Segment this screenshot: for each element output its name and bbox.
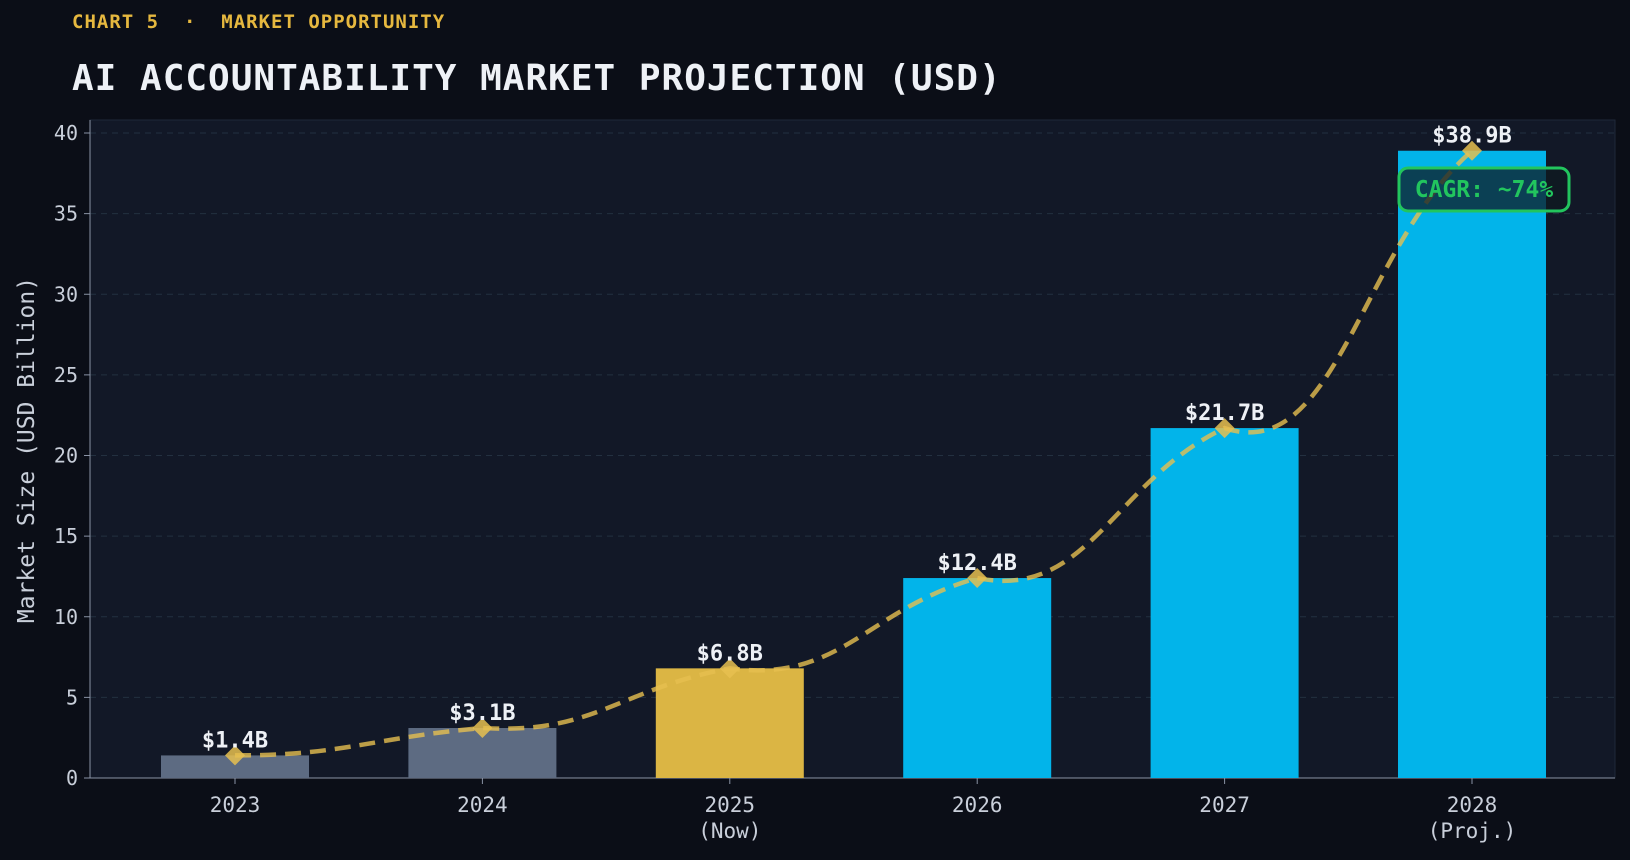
value-label-2026: $12.4B [937,551,1016,576]
x-tick-label: 2023 [210,793,261,817]
bar-2026 [903,578,1051,778]
x-tick-label: 2024 [457,793,508,817]
x-tick-label: 2026 [952,793,1003,817]
y-tick-label: 40 [54,121,78,145]
bar-2028 [1398,151,1546,778]
value-label-2028: $38.9B [1432,124,1511,149]
y-tick-label: 10 [54,605,78,629]
value-label-2025: $6.8B [697,641,763,666]
x-tick-label: 2028 [1447,793,1498,817]
y-tick-label: 5 [66,685,78,709]
y-tick-label: 30 [54,282,78,306]
y-tick-label: 35 [54,202,78,226]
y-tick-label: 15 [54,524,78,548]
bar-2027 [1151,428,1299,778]
plot-area [90,120,1615,778]
value-label-2024: $3.1B [449,701,515,726]
value-label-2027: $21.7B [1185,401,1264,426]
value-label-2023: $1.4B [202,728,268,753]
x-tick-sublabel: (Proj.) [1428,819,1517,843]
y-tick-label: 20 [54,444,78,468]
cagr-label: CAGR: ~74% [1415,177,1554,203]
bar-chart: 0510152025303540Market Size (USD Billion… [0,0,1630,860]
x-tick-sublabel: (Now) [698,819,761,843]
y-tick-label: 0 [66,766,78,790]
x-tick-label: 2027 [1199,793,1250,817]
x-tick-label: 2025 [705,793,756,817]
y-tick-label: 25 [54,363,78,387]
y-axis-label: Market Size (USD Billion) [14,277,40,623]
bar-2025 [656,668,804,778]
